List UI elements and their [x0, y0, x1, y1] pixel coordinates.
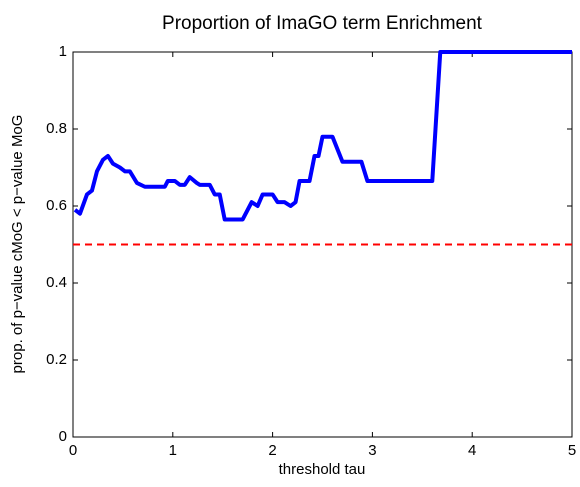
- x-tick-label: 1: [169, 442, 177, 459]
- y-tick-label: 0.4: [46, 274, 67, 291]
- chart-title: Proportion of ImaGO term Enrichment: [162, 13, 483, 34]
- x-tick-label: 3: [368, 442, 376, 459]
- data-line: [73, 50, 572, 222]
- y-tick-label: 0.6: [46, 197, 67, 214]
- y-axis-label: prop. of p−value cMoG < p−value MoG: [9, 115, 26, 374]
- plot-area: [72, 51, 573, 438]
- x-tick-label: 5: [568, 442, 576, 459]
- x-tick-label: 0: [69, 442, 77, 459]
- x-tick-label: 4: [468, 442, 476, 459]
- y-tick-label: 1: [59, 43, 67, 60]
- y-tick-label: 0: [59, 428, 67, 445]
- x-tick-label: 2: [268, 442, 276, 459]
- x-axis-label: threshold tau: [279, 461, 366, 478]
- y-tick-label: 0.2: [46, 351, 67, 368]
- y-tick-label: 0.8: [46, 120, 67, 137]
